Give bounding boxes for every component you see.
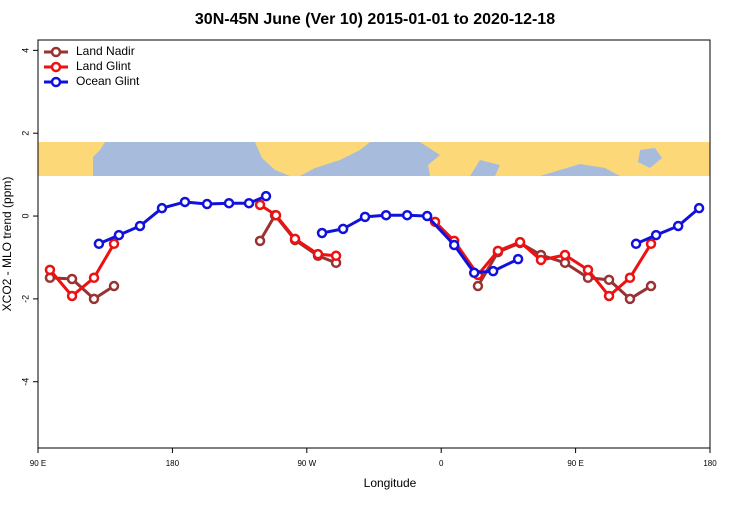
y-tick-label: -2 (20, 295, 30, 303)
point (156, 202, 168, 214)
y-axis-label: XCO2 - MLO trend (ppm) (0, 177, 14, 312)
point (254, 235, 266, 247)
point (472, 280, 484, 292)
point (468, 267, 480, 279)
x-axis-label: Longitude (364, 476, 417, 490)
point (113, 229, 125, 241)
point (514, 236, 526, 248)
legend-marker (50, 61, 62, 73)
point (270, 209, 282, 221)
point (66, 273, 78, 285)
point (108, 238, 120, 250)
point (650, 229, 662, 241)
y-tick-label: -4 (20, 378, 30, 386)
point (93, 238, 105, 250)
point (254, 199, 266, 211)
point (243, 197, 255, 209)
point (448, 239, 460, 251)
point (492, 245, 504, 257)
point (487, 265, 499, 277)
point (88, 293, 100, 305)
point (603, 290, 615, 302)
point (223, 197, 235, 209)
y-tick-label: 4 (20, 48, 30, 53)
chart-title: 30N-45N June (Ver 10) 2015-01-01 to 2020… (195, 11, 555, 28)
point (421, 210, 433, 222)
point (535, 254, 547, 266)
series-line (48, 203, 653, 299)
point (66, 290, 78, 302)
point (624, 272, 636, 284)
point (645, 280, 657, 292)
legend-label: Land Nadir (76, 44, 135, 58)
point (582, 264, 594, 276)
point (201, 198, 213, 210)
plot-frame (37, 39, 711, 449)
point (559, 249, 571, 261)
point (380, 209, 392, 221)
point (330, 250, 342, 262)
x-tick-label: 90 E (567, 459, 583, 468)
point (289, 233, 301, 245)
legend-marker (50, 76, 62, 88)
point (624, 293, 636, 305)
point (630, 238, 642, 250)
x-tick-label: 180 (166, 459, 180, 468)
legend-marker (50, 46, 62, 58)
x-tick-label: 90 E (30, 459, 46, 468)
legend-label: Ocean Glint (76, 74, 140, 88)
point (337, 223, 349, 235)
x-tick-label: 180 (703, 459, 717, 468)
legend-label: Land Glint (76, 59, 131, 73)
y-tick-label: 0 (20, 214, 30, 219)
point (603, 274, 615, 286)
point (645, 238, 657, 250)
point (693, 202, 705, 214)
point (512, 253, 524, 265)
x-tick-label: 90 W (297, 459, 316, 468)
point (312, 248, 324, 260)
world-map-band (38, 142, 710, 176)
y-tick-label: 2 (20, 131, 30, 136)
point (88, 272, 100, 284)
point (179, 196, 191, 208)
point (260, 190, 272, 202)
point (44, 264, 56, 276)
x-tick-label: 0 (439, 459, 444, 468)
point (108, 280, 120, 292)
point (134, 220, 146, 232)
point (672, 220, 684, 232)
point (316, 227, 328, 239)
series-line (98, 194, 701, 275)
point (359, 211, 371, 223)
point (401, 209, 413, 221)
